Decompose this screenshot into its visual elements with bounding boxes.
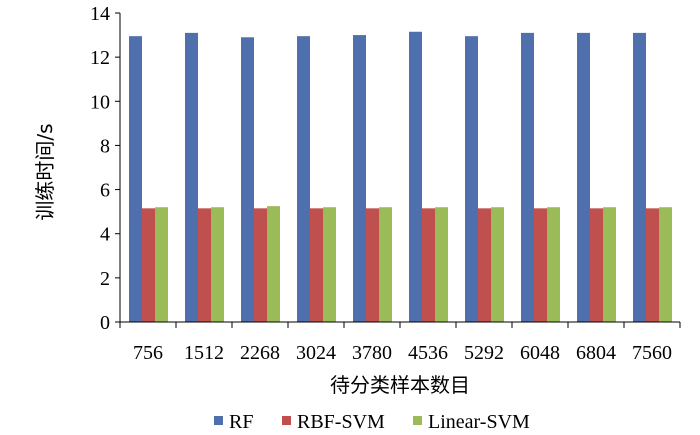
bar-rf-6048: [521, 32, 534, 322]
y-tick-label: 12: [90, 47, 110, 69]
bar-rbf-svm-3780: [366, 208, 379, 322]
x-tick-label: 756: [133, 342, 163, 364]
bar-rbf-svm-7560: [646, 208, 659, 322]
bar-rf-756: [129, 36, 142, 323]
y-tick-labels: 0 2 4 6 8 10 12 14: [90, 3, 110, 334]
bar-rbf-svm-2268: [254, 208, 267, 322]
legend: RF RBF-SVM Linear-SVM: [214, 411, 530, 433]
bars-group: [129, 31, 672, 323]
bar-linear-svm-2268: [267, 206, 280, 322]
bar-linear-svm-6804: [603, 207, 616, 322]
bar-rf-3024: [297, 36, 310, 323]
y-tick-label: 6: [100, 180, 110, 202]
y-tick-label: 0: [100, 312, 110, 334]
y-tick-label: 2: [100, 268, 110, 290]
legend-swatch-linear-svm: [413, 416, 422, 425]
y-tick-label: 8: [100, 135, 110, 157]
legend-label-rbf-svm: RBF-SVM: [297, 411, 385, 433]
y-tick-label: 4: [100, 224, 110, 246]
bar-rbf-svm-756: [142, 208, 155, 322]
bar-rf-4536: [409, 31, 422, 323]
x-tick-label: 2268: [240, 342, 280, 364]
bar-rf-3780: [353, 35, 366, 322]
legend-swatch-rbf-svm: [282, 416, 291, 425]
bar-rbf-svm-4536: [422, 208, 435, 322]
bar-linear-svm-1512: [211, 207, 224, 322]
bar-rf-2268: [241, 37, 254, 323]
bar-linear-svm-7560: [659, 207, 672, 322]
x-tick-label: 1512: [184, 342, 224, 364]
y-axis-title: 训练时间/s: [33, 123, 57, 220]
bar-rf-5292: [465, 36, 478, 323]
bar-linear-svm-3024: [323, 207, 336, 322]
bar-linear-svm-5292: [491, 207, 504, 322]
bar-rbf-svm-6804: [590, 208, 603, 322]
legend-label-linear-svm: Linear-SVM: [428, 411, 530, 433]
bar-linear-svm-4536: [435, 207, 448, 322]
x-tick-label: 3780: [352, 342, 392, 364]
bar-rf-6804: [577, 32, 590, 322]
bar-rbf-svm-3024: [310, 208, 323, 322]
bar-linear-svm-756: [155, 207, 168, 322]
x-axis-title: 待分类样本数目: [330, 373, 470, 397]
bar-linear-svm-6048: [547, 207, 560, 322]
x-tick-label: 6804: [576, 342, 616, 364]
y-tick-label: 14: [90, 3, 110, 25]
legend-label-rf: RF: [229, 411, 253, 433]
bar-rbf-svm-5292: [478, 208, 491, 322]
x-tick-label: 5292: [464, 342, 504, 364]
x-tick-label: 7560: [632, 342, 672, 364]
x-tick-labels: 756 1512 2268 3024 3780 4536 5292 6048 6804 7560: [133, 342, 672, 364]
bar-rbf-svm-6048: [534, 208, 547, 322]
x-tick-label: 3024: [296, 342, 336, 364]
axes-group: [115, 12, 681, 328]
bar-rbf-svm-1512: [198, 208, 211, 322]
bar-rf-7560: [633, 32, 646, 322]
legend-swatch-rf: [214, 416, 223, 425]
bar-linear-svm-3780: [379, 207, 392, 322]
y-tick-label: 10: [90, 91, 110, 113]
x-tick-label: 4536: [408, 342, 448, 364]
bar-rf-1512: [185, 32, 198, 322]
x-tick-label: 6048: [520, 342, 560, 364]
